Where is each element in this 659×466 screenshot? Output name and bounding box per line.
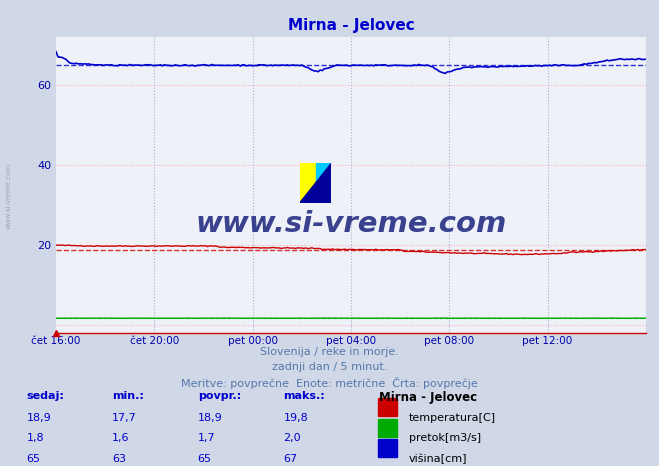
- Text: Slovenija / reke in morje.: Slovenija / reke in morje.: [260, 347, 399, 357]
- Text: sedaj:: sedaj:: [26, 391, 64, 401]
- Text: www.si-vreme.com: www.si-vreme.com: [195, 210, 507, 238]
- Text: 65: 65: [198, 454, 212, 464]
- Bar: [300, 163, 316, 203]
- Polygon shape: [300, 163, 331, 203]
- Text: 63: 63: [112, 454, 126, 464]
- Bar: [316, 163, 331, 203]
- Text: temperatura[C]: temperatura[C]: [409, 413, 496, 423]
- Text: maks.:: maks.:: [283, 391, 325, 401]
- Text: 1,8: 1,8: [26, 433, 44, 443]
- Text: povpr.:: povpr.:: [198, 391, 241, 401]
- Text: 65: 65: [26, 454, 40, 464]
- Text: www.si-vreme.com: www.si-vreme.com: [5, 163, 12, 229]
- Text: 19,8: 19,8: [283, 413, 308, 423]
- Bar: [378, 398, 397, 416]
- Bar: [378, 418, 397, 437]
- Text: višina[cm]: višina[cm]: [409, 454, 467, 464]
- Text: min.:: min.:: [112, 391, 144, 401]
- Text: 1,7: 1,7: [198, 433, 215, 443]
- Text: Meritve: povprečne  Enote: metrične  Črta: povprečje: Meritve: povprečne Enote: metrične Črta:…: [181, 377, 478, 389]
- Text: pretok[m3/s]: pretok[m3/s]: [409, 433, 480, 443]
- Text: 1,6: 1,6: [112, 433, 130, 443]
- Text: 2,0: 2,0: [283, 433, 301, 443]
- Bar: [378, 439, 397, 457]
- Text: zadnji dan / 5 minut.: zadnji dan / 5 minut.: [272, 362, 387, 372]
- Text: 17,7: 17,7: [112, 413, 137, 423]
- Text: 18,9: 18,9: [198, 413, 223, 423]
- Text: Mirna - Jelovec: Mirna - Jelovec: [379, 391, 477, 404]
- Text: 67: 67: [283, 454, 297, 464]
- Title: Mirna - Jelovec: Mirna - Jelovec: [287, 18, 415, 34]
- Text: 18,9: 18,9: [26, 413, 51, 423]
